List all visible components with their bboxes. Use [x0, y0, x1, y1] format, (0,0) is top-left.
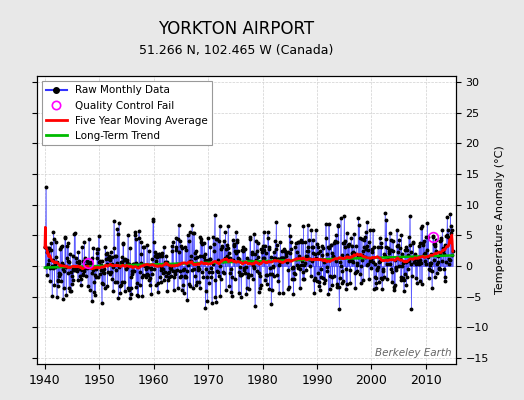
Text: 51.266 N, 102.465 W (Canada): 51.266 N, 102.465 W (Canada)	[139, 44, 333, 57]
Legend: Raw Monthly Data, Quality Control Fail, Five Year Moving Average, Long-Term Tren: Raw Monthly Data, Quality Control Fail, …	[42, 81, 212, 145]
Text: YORKTON AIRPORT: YORKTON AIRPORT	[158, 20, 314, 38]
Text: Berkeley Earth: Berkeley Earth	[375, 348, 452, 358]
Y-axis label: Temperature Anomaly (°C): Temperature Anomaly (°C)	[495, 146, 505, 294]
